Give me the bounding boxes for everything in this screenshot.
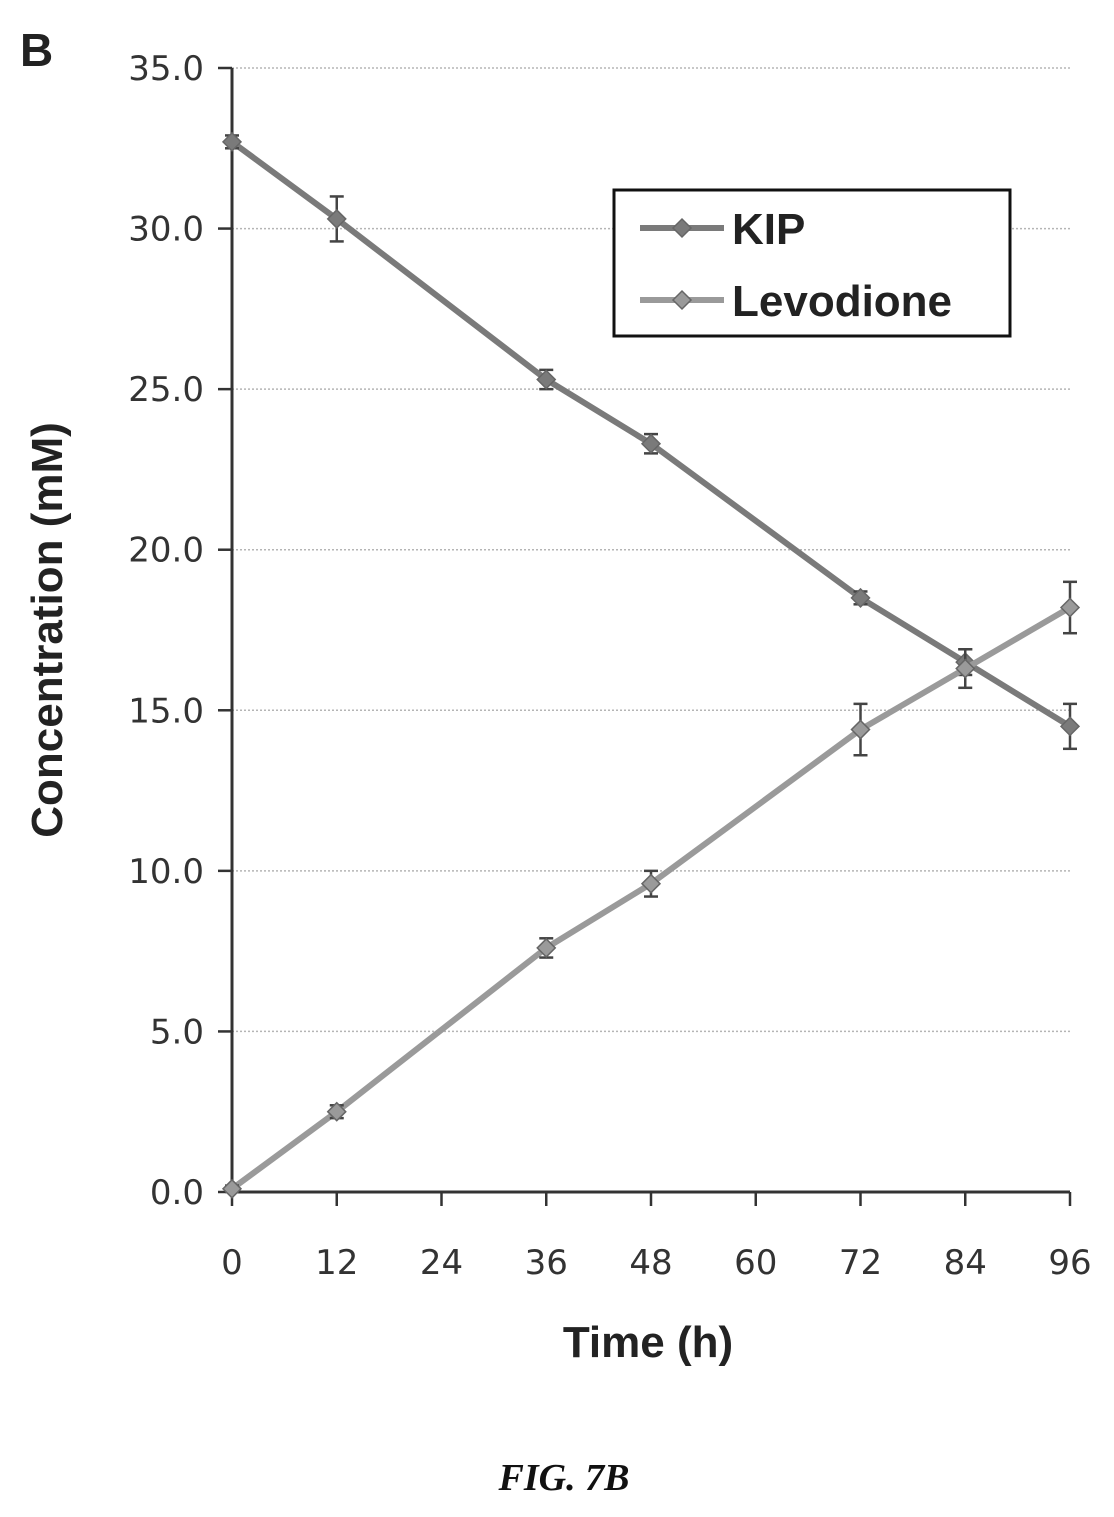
data-point [326,1101,347,1122]
x-tick-label: 0 [221,1243,243,1283]
data-point [326,208,347,229]
x-tick-label: 96 [1048,1243,1091,1283]
data-point [955,658,976,679]
data-point [221,1178,243,1199]
x-tick-label: 12 [315,1243,358,1283]
y-tick-label: 10.0 [128,852,204,892]
x-tick-label: 84 [944,1243,987,1283]
legend-marker-kip [671,217,693,239]
y-tick-label: 35.0 [128,49,204,89]
series-line-levodione [230,604,1072,1192]
legend-label-kip: KIP [732,205,805,254]
x-tick-label: 48 [629,1243,672,1283]
data-point [640,873,662,894]
x-tick-label: 24 [420,1243,463,1283]
legend-marker-levodione [671,289,693,311]
x-axis-title: Time (h) [563,1318,733,1367]
x-tick-labels: 0 12 24 36 48 60 72 84 96 [221,1243,1091,1283]
y-tick-labels: 0.0 5.0 10.0 15.0 20.0 25.0 30.0 35.0 [128,49,204,1213]
data-point [850,719,871,740]
y-tick-label: 5.0 [150,1012,204,1052]
legend: KIP Levodione [612,188,1012,338]
data-point [536,937,557,958]
data-point [640,433,662,454]
axes [218,66,1072,1206]
y-tick-label: 15.0 [128,691,204,731]
legend-box [612,188,1012,338]
figure-caption: FIG. 7B [498,1457,630,1499]
series-levodione [221,580,1081,1199]
series-layer [221,131,1081,1199]
data-point [1059,597,1081,618]
data-point [221,131,243,152]
x-tick-label: 72 [839,1243,882,1283]
panel-label: B [20,24,53,76]
data-point [1059,716,1081,737]
y-tick-label: 25.0 [128,370,204,410]
data-point [536,369,557,390]
data-point [850,587,871,608]
y-tick-label: 30.0 [128,210,204,250]
x-tick-label: 60 [734,1243,777,1283]
y-axis-title: Concentration (mM) [23,422,72,838]
legend-label-levodione: Levodione [732,277,952,326]
y-tick-label: 20.0 [128,531,204,571]
x-tick-label: 36 [525,1243,568,1283]
y-tick-label: 0.0 [150,1173,204,1213]
